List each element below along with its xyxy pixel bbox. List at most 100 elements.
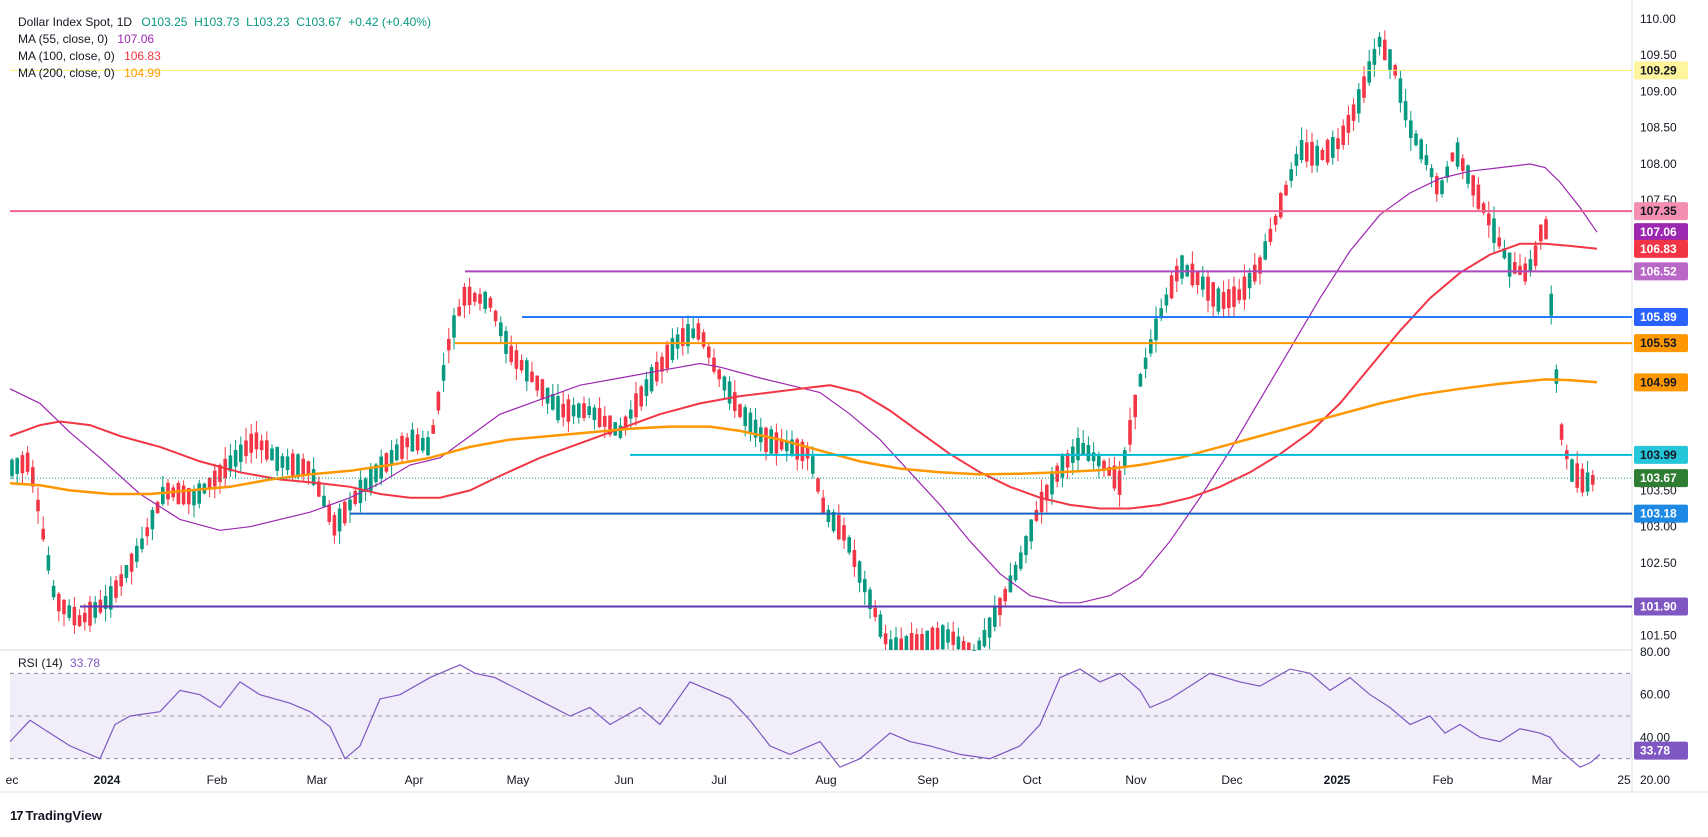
candle-body xyxy=(1268,228,1273,242)
candle-body xyxy=(421,437,425,451)
candle-body xyxy=(384,453,389,472)
candle-body xyxy=(987,617,992,638)
candle-body xyxy=(701,332,706,347)
candle-body xyxy=(363,478,368,492)
level-price-label-bg[interactable] xyxy=(1634,61,1688,80)
candle-body xyxy=(254,432,259,450)
candle-body xyxy=(831,511,836,532)
candle-body xyxy=(1367,61,1371,83)
level-price-label[interactable]: 101.90 xyxy=(1640,599,1677,613)
price-tick-label: 110.00 xyxy=(1640,12,1676,26)
candle-body xyxy=(77,615,82,627)
candle-body xyxy=(1398,78,1403,103)
candle-body xyxy=(816,478,820,492)
candle-body xyxy=(1237,289,1241,301)
level-price-label[interactable]: 103.99 xyxy=(1640,448,1677,462)
time-tick-label: May xyxy=(507,773,530,787)
ma55-row: MA (55, close, 0) 107.06 xyxy=(18,31,431,48)
ma-price-label[interactable]: 103.67 xyxy=(1640,471,1677,485)
rsi-price-label-bg[interactable] xyxy=(1634,741,1688,760)
candle-body xyxy=(863,579,867,593)
price-axis[interactable]: 110.00109.50109.00108.50108.00107.50103.… xyxy=(1634,12,1688,787)
level-price-label-bg[interactable] xyxy=(1634,504,1688,523)
rsi-line xyxy=(9,664,1601,768)
candle-body xyxy=(1533,245,1538,266)
level-price-label-bg[interactable] xyxy=(1634,262,1688,281)
level-price-label[interactable]: 109.29 xyxy=(1640,63,1677,77)
candle-body xyxy=(1450,152,1455,162)
candle-body xyxy=(1055,465,1059,482)
candle-body xyxy=(1336,138,1340,150)
candle-body xyxy=(577,403,581,418)
ma-price-label[interactable]: 106.83 xyxy=(1640,242,1677,256)
candle-body xyxy=(1258,257,1262,274)
candle-body xyxy=(1050,471,1054,495)
candle-body xyxy=(285,456,290,471)
level-price-label-bg[interactable] xyxy=(1634,202,1688,221)
rsi-price-label[interactable]: 33.78 xyxy=(1640,744,1670,758)
price-tick-label: 103.00 xyxy=(1640,520,1677,534)
candle-body xyxy=(535,375,539,391)
candle-body xyxy=(1159,308,1163,319)
time-axis[interactable]: ec 2024 Feb Mar Apr May Jun Jul Aug Sep Oct Nov Dec 2… xyxy=(6,773,1631,787)
candle-body xyxy=(1242,276,1247,300)
candle-body xyxy=(894,637,898,650)
candle-body xyxy=(457,306,461,316)
level-price-label[interactable]: 105.89 xyxy=(1640,310,1677,324)
ma-price-label[interactable]: 107.06 xyxy=(1640,225,1677,239)
candle-body xyxy=(561,403,565,418)
candle-body xyxy=(665,344,669,369)
candle-body xyxy=(1019,552,1023,569)
candle-body xyxy=(972,649,976,651)
level-price-label[interactable]: 105.53 xyxy=(1640,336,1677,350)
candle-body xyxy=(1351,104,1356,121)
level-price-label-bg[interactable] xyxy=(1634,597,1688,616)
ma200-row: MA (200, close, 0) 104.99 xyxy=(18,65,431,82)
candle-body xyxy=(1029,519,1033,542)
candle-body xyxy=(946,629,950,643)
candle-body xyxy=(519,359,524,371)
candle-body xyxy=(1154,318,1158,341)
ma-price-label-bg[interactable] xyxy=(1634,223,1688,242)
price-tick-label: 101.50 xyxy=(1640,628,1677,642)
level-price-label-bg[interactable] xyxy=(1634,334,1688,353)
candle-body xyxy=(280,456,285,468)
candle-body xyxy=(868,589,872,609)
candle-body xyxy=(608,415,612,435)
candle-body xyxy=(717,369,721,380)
candle-body xyxy=(873,607,877,617)
level-price-label-bg[interactable] xyxy=(1634,445,1688,464)
level-price-label[interactable]: 106.52 xyxy=(1640,264,1677,278)
level-price-label[interactable]: 107.35 xyxy=(1640,204,1677,218)
level-price-label-bg[interactable] xyxy=(1634,308,1688,327)
horizontal-levels[interactable] xyxy=(10,69,1632,608)
candle-body xyxy=(462,286,467,306)
candle-body xyxy=(566,399,571,422)
candle-body xyxy=(67,605,71,618)
candle-body xyxy=(967,642,971,650)
candle-body xyxy=(1481,203,1486,213)
candle-body xyxy=(1045,484,1049,501)
candle-body xyxy=(83,612,87,623)
candle-body xyxy=(337,508,342,532)
candle-body xyxy=(348,499,352,511)
ma-price-label-bg[interactable] xyxy=(1634,469,1688,488)
candle-body xyxy=(1273,215,1278,225)
candle-body xyxy=(140,538,144,550)
ma-price-label-bg[interactable] xyxy=(1634,239,1688,258)
ma-price-label[interactable]: 104.99 xyxy=(1640,375,1677,389)
candle-body xyxy=(493,310,498,322)
candle-body xyxy=(1211,282,1215,307)
candle-body xyxy=(1227,289,1231,308)
candle-body xyxy=(1232,286,1236,307)
ma-price-label-bg[interactable] xyxy=(1634,373,1688,392)
candle-body xyxy=(15,458,19,474)
candle-body xyxy=(395,444,399,461)
level-price-label[interactable]: 103.18 xyxy=(1640,507,1677,521)
candle-body xyxy=(353,490,357,504)
candle-body xyxy=(530,371,534,382)
candle-body xyxy=(821,497,825,513)
tradingview-brand[interactable]: 17 TradingView xyxy=(10,808,102,823)
candle-body xyxy=(733,392,737,411)
